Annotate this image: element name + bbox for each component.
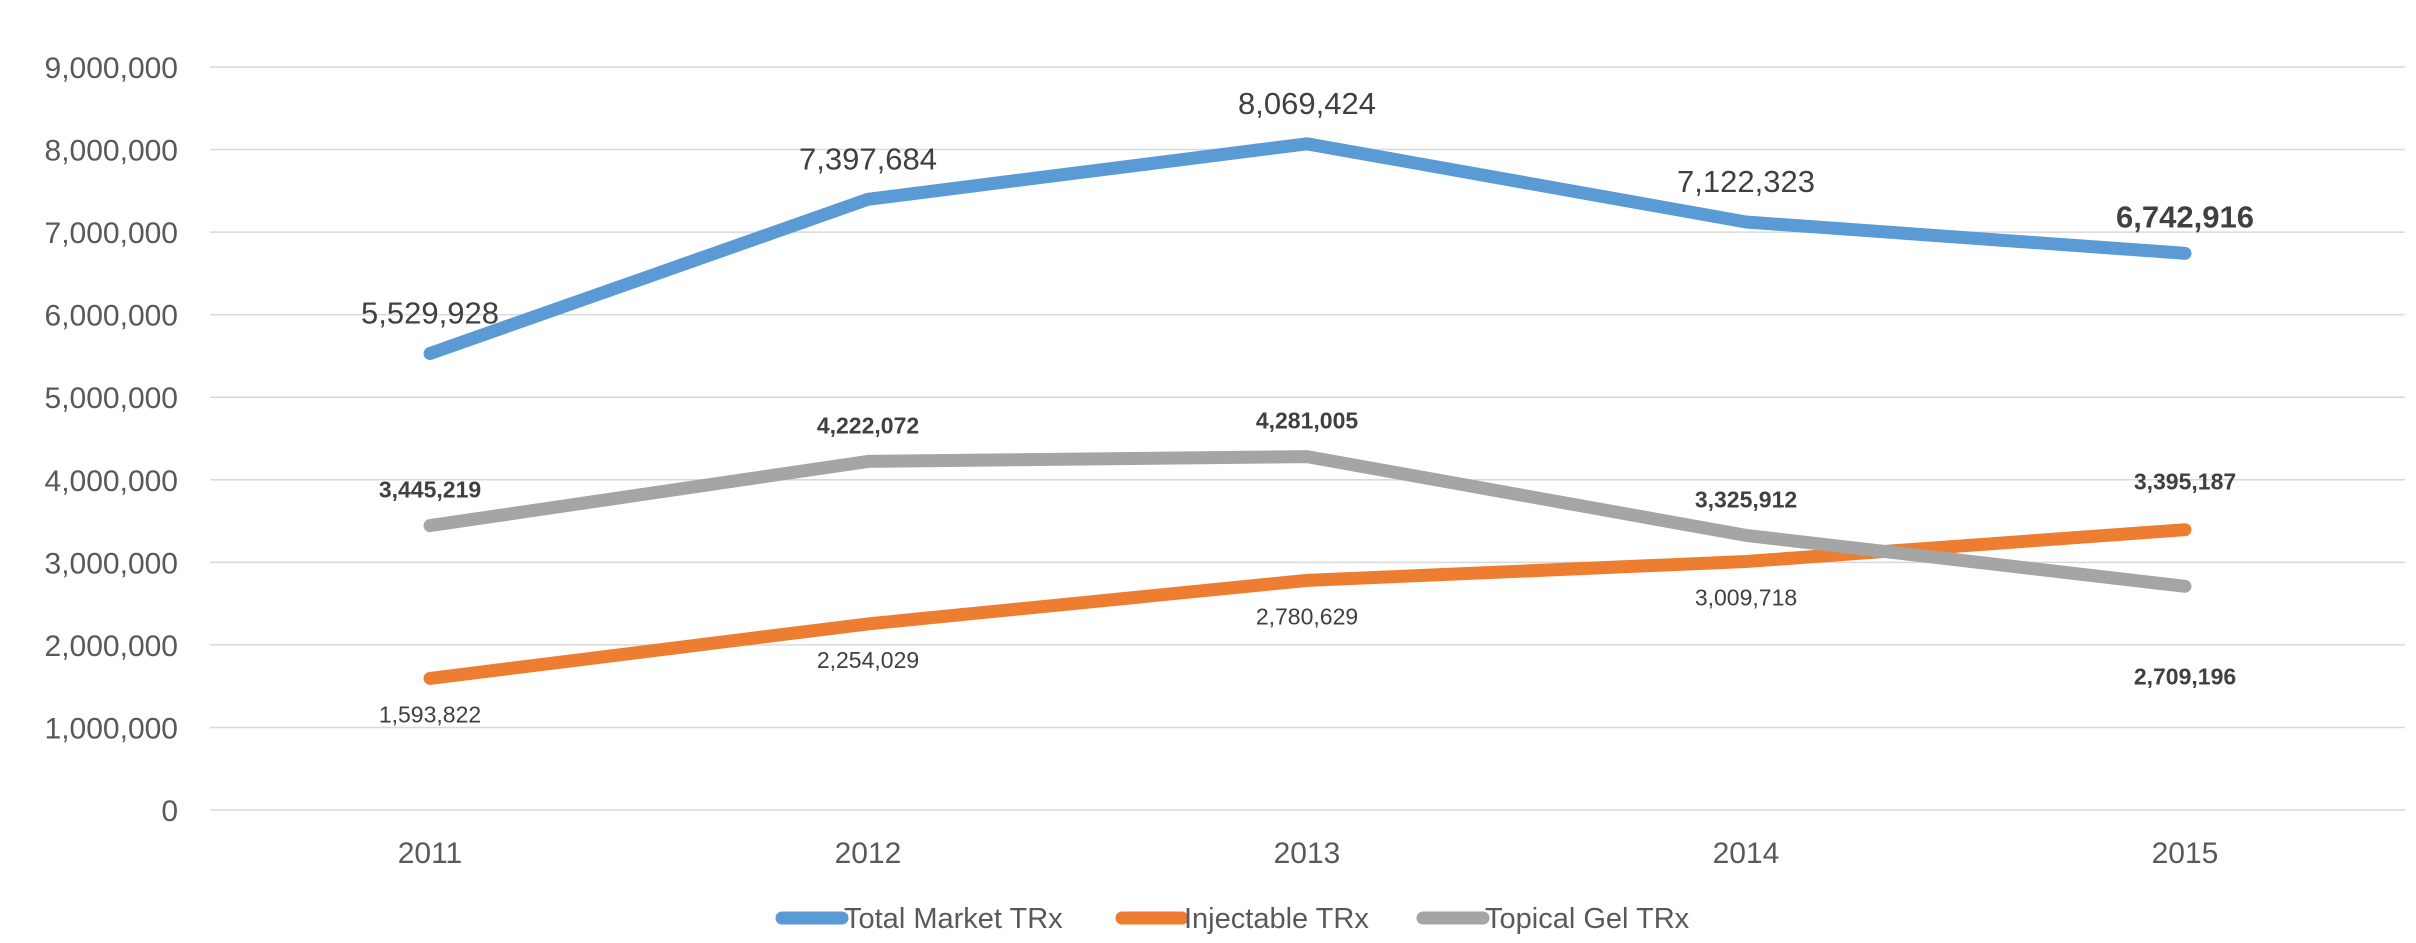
data-label: 7,397,684 (799, 141, 937, 176)
data-label: 3,445,219 (379, 477, 481, 503)
data-label: 6,742,916 (2116, 199, 2254, 234)
data-label: 8,069,424 (1238, 86, 1376, 121)
x-tick-label: 2013 (1274, 837, 1341, 870)
data-label: 2,780,629 (1256, 603, 1358, 629)
legend: Total Market TRx Injectable TRx Topical Ge… (775, 903, 1690, 935)
data-label: 3,009,718 (1695, 585, 1797, 611)
x-tick-label: 2011 (398, 837, 463, 870)
legend-label: Total Market TRx (844, 903, 1063, 935)
data-label: 2,254,029 (817, 647, 919, 673)
y-tick-label: 5,000,000 (45, 382, 178, 415)
y-tick-label: 6,000,000 (45, 300, 178, 333)
data-label: 3,325,912 (1695, 486, 1797, 512)
data-label: 7,122,323 (1677, 164, 1815, 199)
data-label-layer: 5,529,928 7,397,684 8,069,424 7,122,323 6,74… (361, 86, 2254, 728)
y-tick-label: 0 (161, 795, 178, 828)
x-tick-label: 2014 (1713, 837, 1780, 870)
grid-layer (210, 66, 2405, 811)
series-line-1 (423, 137, 2192, 360)
y-tick-label: 9,000,000 (45, 52, 178, 85)
data-label: 2,709,196 (2134, 663, 2236, 689)
series-layer (423, 137, 2192, 685)
data-label: 3,395,187 (2134, 469, 2236, 495)
data-label: 4,222,072 (817, 412, 919, 438)
y-tick-label: 2,000,000 (45, 630, 178, 663)
x-tick-label: 2012 (835, 837, 902, 870)
data-label: 1,593,822 (379, 701, 481, 727)
y-axis-tick-labels: 0 1,000,000 2,000,000 3,000,000 4,000,000 5,0… (45, 52, 178, 828)
y-tick-label: 4,000,000 (45, 465, 178, 498)
data-label: 5,529,928 (361, 295, 499, 330)
y-tick-label: 3,000,000 (45, 547, 178, 580)
x-tick-label: 2015 (2152, 837, 2219, 870)
y-tick-label: 8,000,000 (45, 135, 178, 168)
y-tick-label: 7,000,000 (45, 217, 178, 250)
y-tick-label: 1,000,000 (45, 712, 178, 745)
series-line-3 (423, 450, 2192, 593)
legend-label: Injectable TRx (1184, 903, 1369, 935)
x-axis-tick-labels: 2011 2012 2013 2014 2015 (398, 837, 2219, 870)
legend-label: Topical Gel TRx (1485, 903, 1690, 935)
data-label: 4,281,005 (1256, 408, 1359, 434)
